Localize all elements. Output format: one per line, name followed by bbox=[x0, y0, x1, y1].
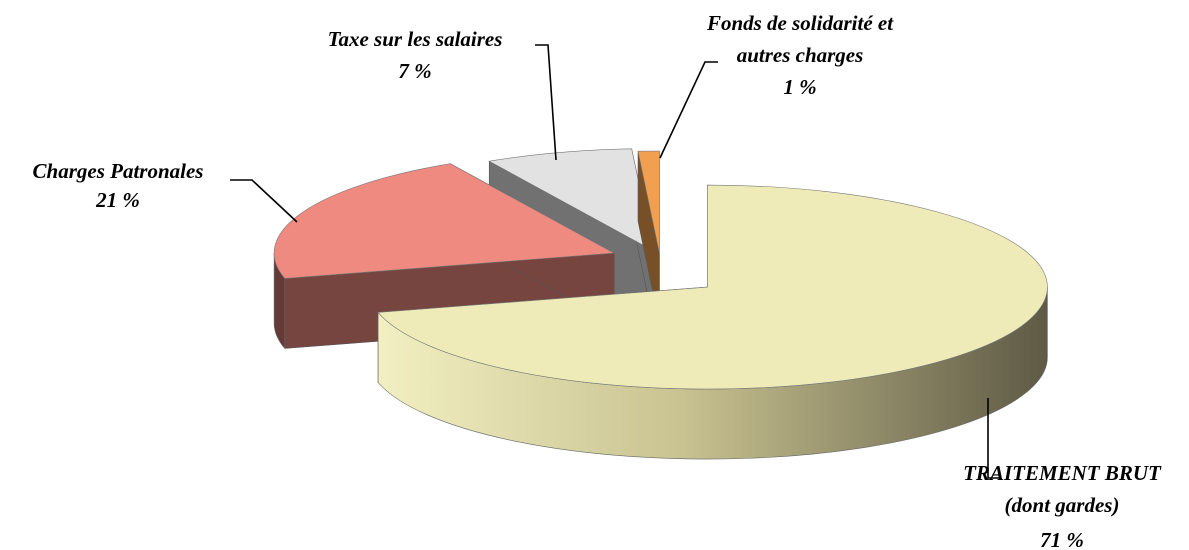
value-label: 21 % bbox=[95, 188, 140, 212]
labels: TRAITEMENT BRUT (dont gardes) 71 % Charges … bbox=[33, 11, 1163, 550]
slice bbox=[637, 150, 660, 324]
leader-line bbox=[535, 44, 557, 161]
value-label: 1 % bbox=[783, 75, 816, 99]
value-label: 7 % bbox=[398, 59, 431, 83]
slice bbox=[377, 184, 1048, 460]
slice-top bbox=[377, 184, 1048, 390]
slice-top bbox=[488, 148, 654, 252]
pie bbox=[273, 148, 1048, 460]
slice-top bbox=[273, 163, 616, 279]
slice-label: TRAITEMENT BRUT (dont gardes) bbox=[963, 461, 1162, 517]
leader-line bbox=[659, 61, 718, 159]
slice-label: Charges Patronales bbox=[33, 159, 204, 183]
leader-line bbox=[987, 398, 1000, 479]
slice-label: Fonds de solidarité et autres charges bbox=[706, 11, 894, 67]
slice-top bbox=[637, 150, 660, 254]
value-label: 71 % bbox=[1040, 528, 1084, 550]
leader-line bbox=[230, 179, 298, 223]
slice-label: Taxe sur les salaires bbox=[328, 27, 503, 51]
